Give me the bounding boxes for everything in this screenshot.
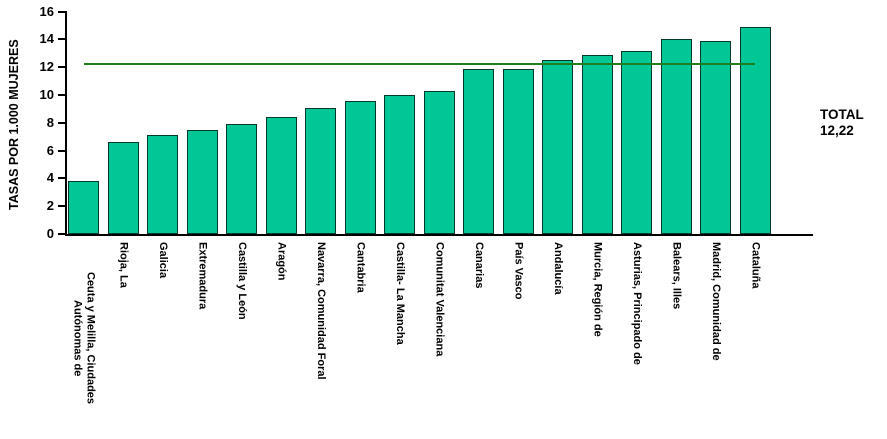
y-tick-label-6: 6	[46, 142, 54, 158]
x-label-12: Andalucía	[552, 242, 564, 295]
x-label-9: Comunitat Valenciana	[433, 242, 446, 357]
total-reference-line	[83, 63, 755, 66]
y-tick-label-12: 12	[39, 59, 54, 75]
bar-6	[305, 107, 336, 234]
y-axis-line	[65, 11, 67, 235]
bar-9	[423, 90, 455, 234]
y-tick-label-0: 0	[46, 226, 54, 241]
x-label-17: Cataluña	[749, 242, 762, 289]
x-label-4: Castilla y León	[236, 242, 248, 320]
x-axis-line	[65, 234, 813, 236]
x-label-11: País Vasco	[512, 242, 525, 300]
y-tick-mark-2	[58, 205, 65, 208]
x-label-1: Rioja, La	[117, 242, 130, 288]
x-label-8: Castilla- La Mancha	[394, 242, 406, 345]
x-label-5: Aragón	[275, 242, 288, 281]
y-tick-label-10: 10	[39, 87, 54, 102]
y-tick-label-14: 14	[39, 31, 54, 47]
bar-15	[660, 39, 692, 234]
y-tick-mark-0	[58, 233, 65, 235]
x-label-16: Madrid, Comunidad de	[710, 242, 722, 361]
bar-14	[621, 50, 652, 234]
x-label-0: Ceuta y Melilla, Ciudades Autónomas de	[71, 271, 97, 405]
y-tick-mark-14	[58, 38, 65, 41]
bar-3	[186, 129, 218, 234]
x-label-15: Balears, Illes	[670, 242, 683, 310]
y-tick-label-2: 2	[46, 198, 54, 214]
bar-10	[463, 68, 494, 234]
y-axis-title: TASAS POR 1.000 MUJERES	[7, 39, 21, 211]
x-label-7: Cantabria	[354, 242, 367, 293]
y-tick-mark-16	[58, 10, 65, 13]
bar-13	[581, 54, 613, 234]
y-tick-mark-4	[58, 177, 65, 180]
x-label-3: Extremadura	[196, 242, 209, 310]
bar-8	[384, 95, 415, 234]
x-label-6: Navarra, Comunidad Foral	[315, 242, 327, 380]
y-tick-mark-8	[58, 121, 65, 124]
bar-4	[226, 124, 257, 234]
total-annotation-value: 12,22	[820, 123, 854, 138]
total-annotation: TOTAL 12,22	[820, 107, 864, 139]
bar-11	[502, 68, 534, 234]
y-tick-label-8: 8	[46, 114, 54, 130]
bar-16	[700, 40, 731, 234]
y-tick-label-4: 4	[46, 170, 54, 186]
y-tick-mark-6	[58, 149, 65, 152]
y-tick-mark-12	[58, 66, 65, 69]
bar-7	[344, 100, 376, 234]
total-annotation-label: TOTAL	[820, 107, 864, 122]
bar-5	[265, 117, 297, 234]
x-label-2: Galicia	[157, 242, 169, 279]
y-tick-label-16: 16	[39, 3, 54, 19]
bar-12	[542, 60, 573, 234]
bar-2	[147, 135, 178, 234]
bar-1	[107, 142, 139, 234]
bar-0	[68, 181, 99, 234]
y-tick-mark-10	[58, 94, 65, 96]
x-label-10: Canarias	[473, 242, 485, 289]
x-label-14: Asturias, Principado de	[631, 242, 643, 365]
bar-17	[739, 26, 771, 234]
x-label-13: Murcia, Región de	[591, 242, 604, 337]
